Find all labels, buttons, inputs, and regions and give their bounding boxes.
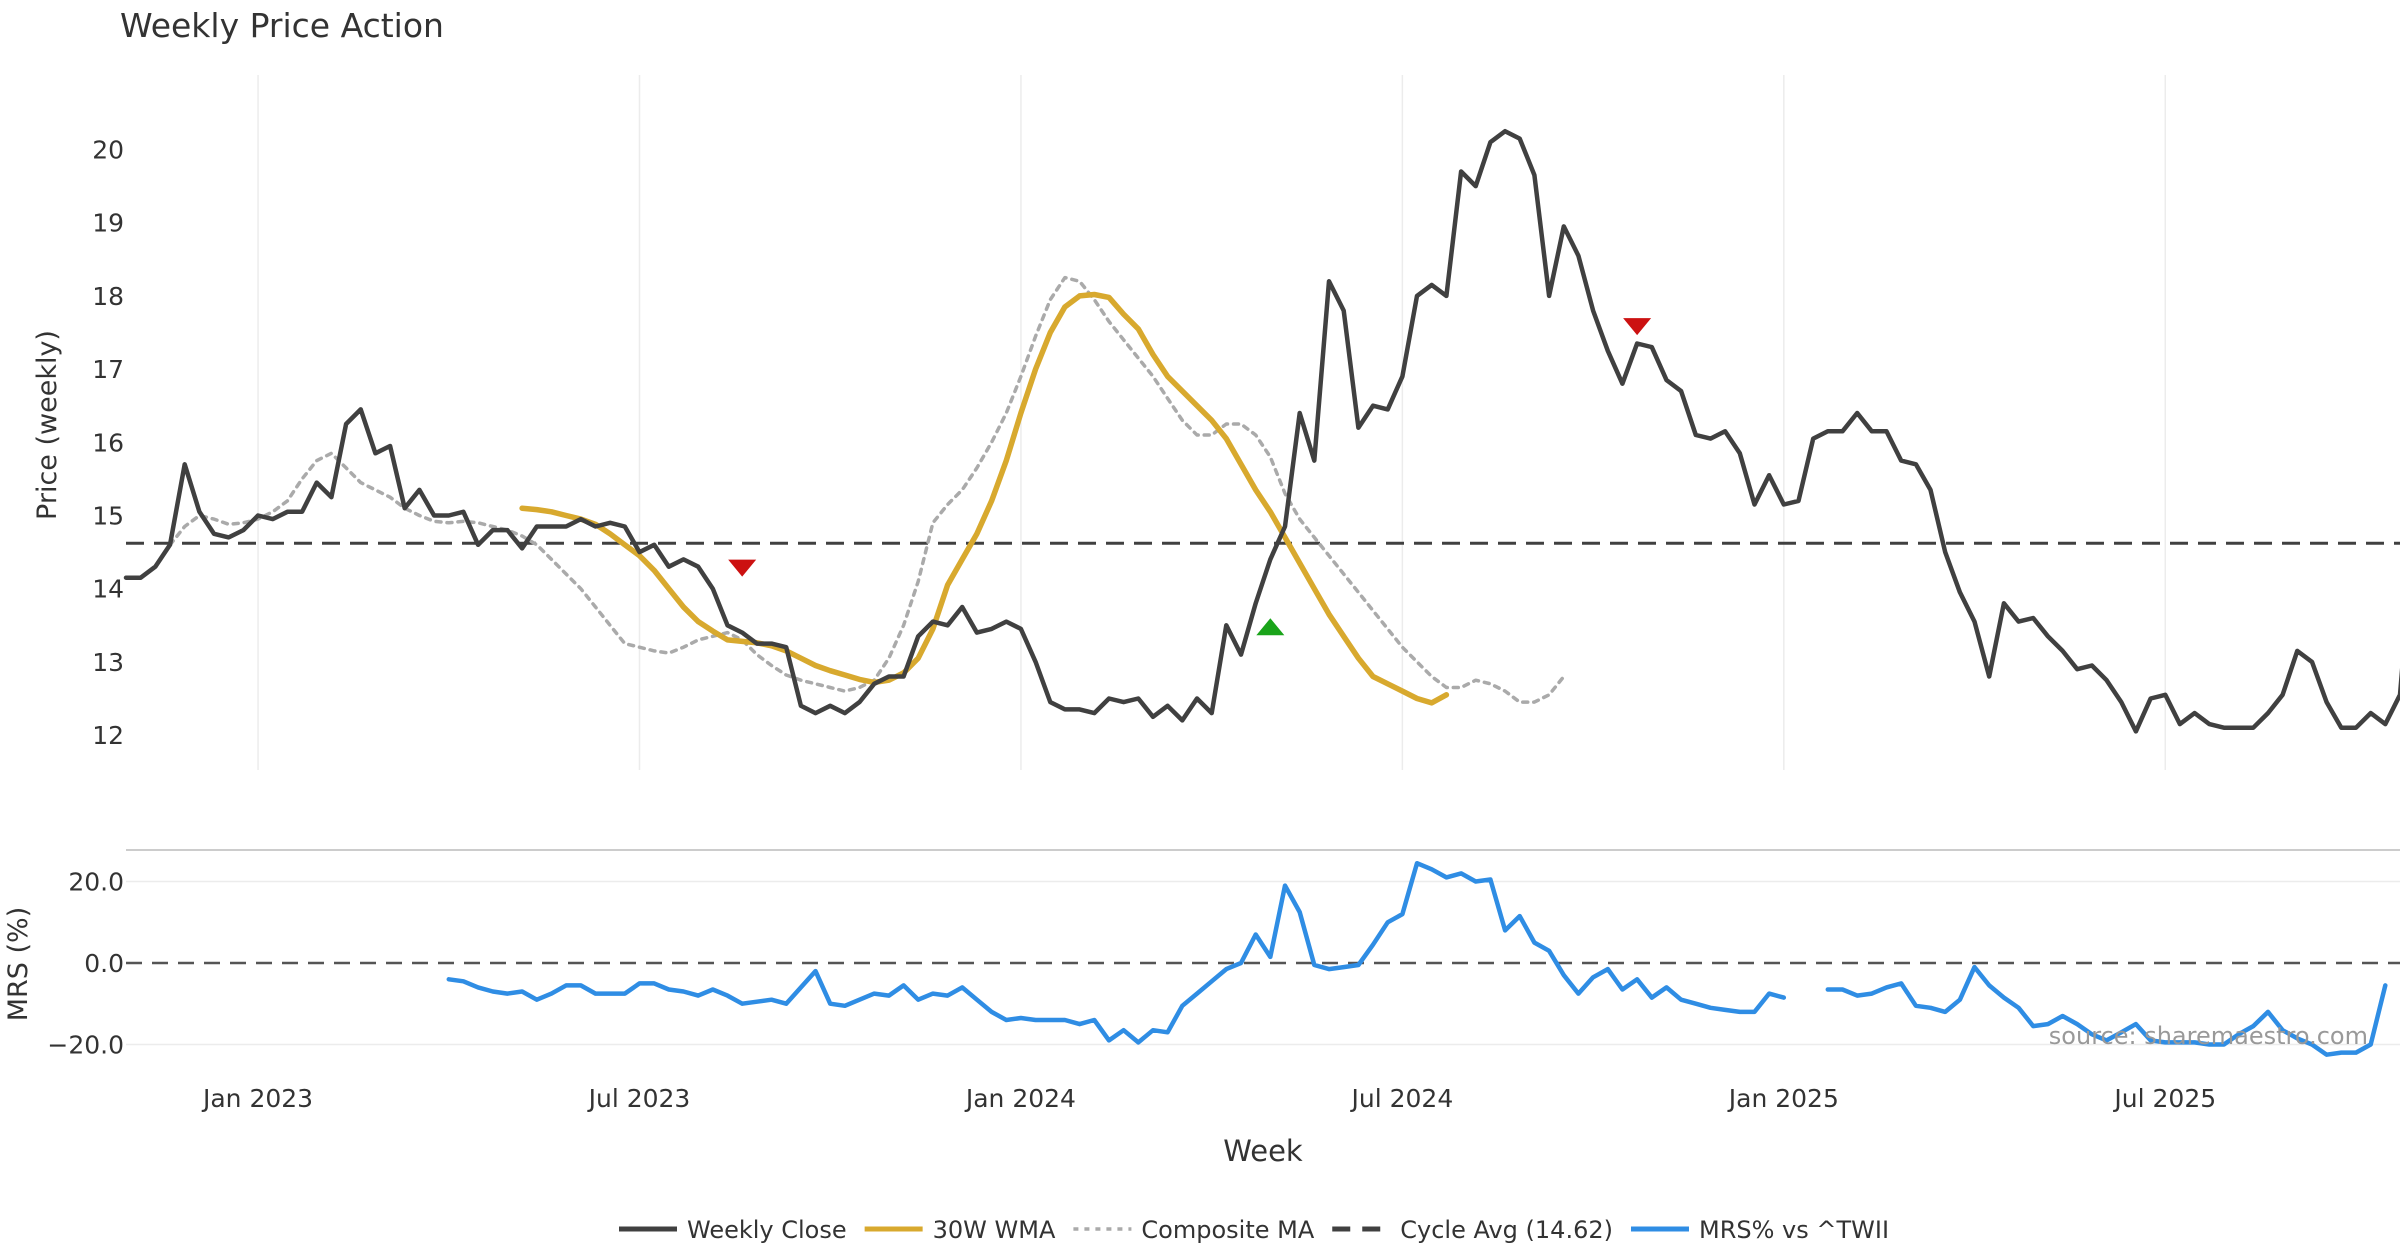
vertical-gridlines: [257, 75, 2167, 770]
legend-label: MRS% vs ^TWII: [1699, 1216, 1889, 1244]
price-y-tick-label: 19: [92, 209, 124, 238]
mrs-series: [446, 860, 2388, 1057]
sell-signal-marker: [728, 559, 757, 577]
series-composite-ma: [168, 275, 1566, 704]
price-y-tick-label: 20: [92, 136, 124, 165]
legend-item: Weekly Close: [619, 1216, 847, 1244]
price-y-tick-label: 17: [92, 355, 124, 384]
mrs-y-ticks: 20.0 0.0 −20.0: [47, 868, 124, 1060]
price-y-tick-label: 18: [92, 282, 124, 311]
series-30w-wma: [519, 291, 1450, 706]
legend-label: Cycle Avg (14.62): [1400, 1216, 1613, 1244]
series-mrs-vs-twii: [1825, 964, 2388, 1057]
mrs-y-tick-label: 20.0: [68, 868, 124, 897]
legend: Weekly Close 30W WMA Composite MA Cycle Avg…: [619, 1216, 1889, 1244]
x-tick-label: Jan 2024: [964, 1084, 1076, 1113]
price-y-tick-label: 13: [92, 648, 124, 677]
price-y-tick-label: 15: [92, 501, 124, 530]
legend-item: Cycle Avg (14.62): [1332, 1216, 1613, 1244]
series-weekly-close: [123, 128, 2400, 734]
x-axis-label: Week: [1223, 1134, 1303, 1168]
mrs-horizontal-gridlines: [126, 880, 2400, 1046]
price-y-ticks: 12 13 14 15 16 17 18 19 20: [92, 136, 124, 751]
x-tick-label: Jul 2025: [2112, 1084, 2216, 1113]
mrs-y-axis-label: MRS (%): [3, 907, 34, 1022]
price-y-tick-label: 14: [92, 575, 124, 604]
price-y-axis-label: Price (weekly): [32, 330, 63, 520]
x-tick-label: Jan 2025: [1727, 1084, 1839, 1113]
legend-label: Composite MA: [1141, 1216, 1314, 1244]
legend-label: Weekly Close: [687, 1216, 847, 1244]
buy-signal-marker: [1256, 618, 1285, 636]
chart-title: Weekly Price Action: [120, 6, 444, 45]
legend-item: MRS% vs ^TWII: [1630, 1216, 1889, 1244]
sell-signal-marker: [1623, 318, 1652, 336]
source-watermark: source: sharemaestro.com: [2049, 1022, 2368, 1050]
x-axis-ticks: Jan 2023 Jul 2023 Jan 2024 Jul 2024 Jan 2025…: [201, 1084, 2216, 1113]
x-tick-label: Jul 2023: [587, 1084, 691, 1113]
price-series: [123, 128, 2400, 734]
mrs-y-tick-label: 0.0: [84, 949, 124, 978]
legend-item: Composite MA: [1073, 1216, 1315, 1244]
legend-label: 30W WMA: [933, 1216, 1056, 1244]
price-y-tick-label: 12: [92, 721, 124, 750]
price-y-tick-label: 16: [92, 428, 124, 457]
x-tick-label: Jul 2024: [1350, 1084, 1454, 1113]
mrs-y-tick-label: −20.0: [47, 1030, 124, 1059]
x-tick-label: Jan 2023: [201, 1084, 313, 1113]
legend-item: 30W WMA: [864, 1216, 1056, 1244]
signal-markers: [728, 318, 1652, 636]
series-mrs-vs-twii: [446, 860, 1787, 1045]
